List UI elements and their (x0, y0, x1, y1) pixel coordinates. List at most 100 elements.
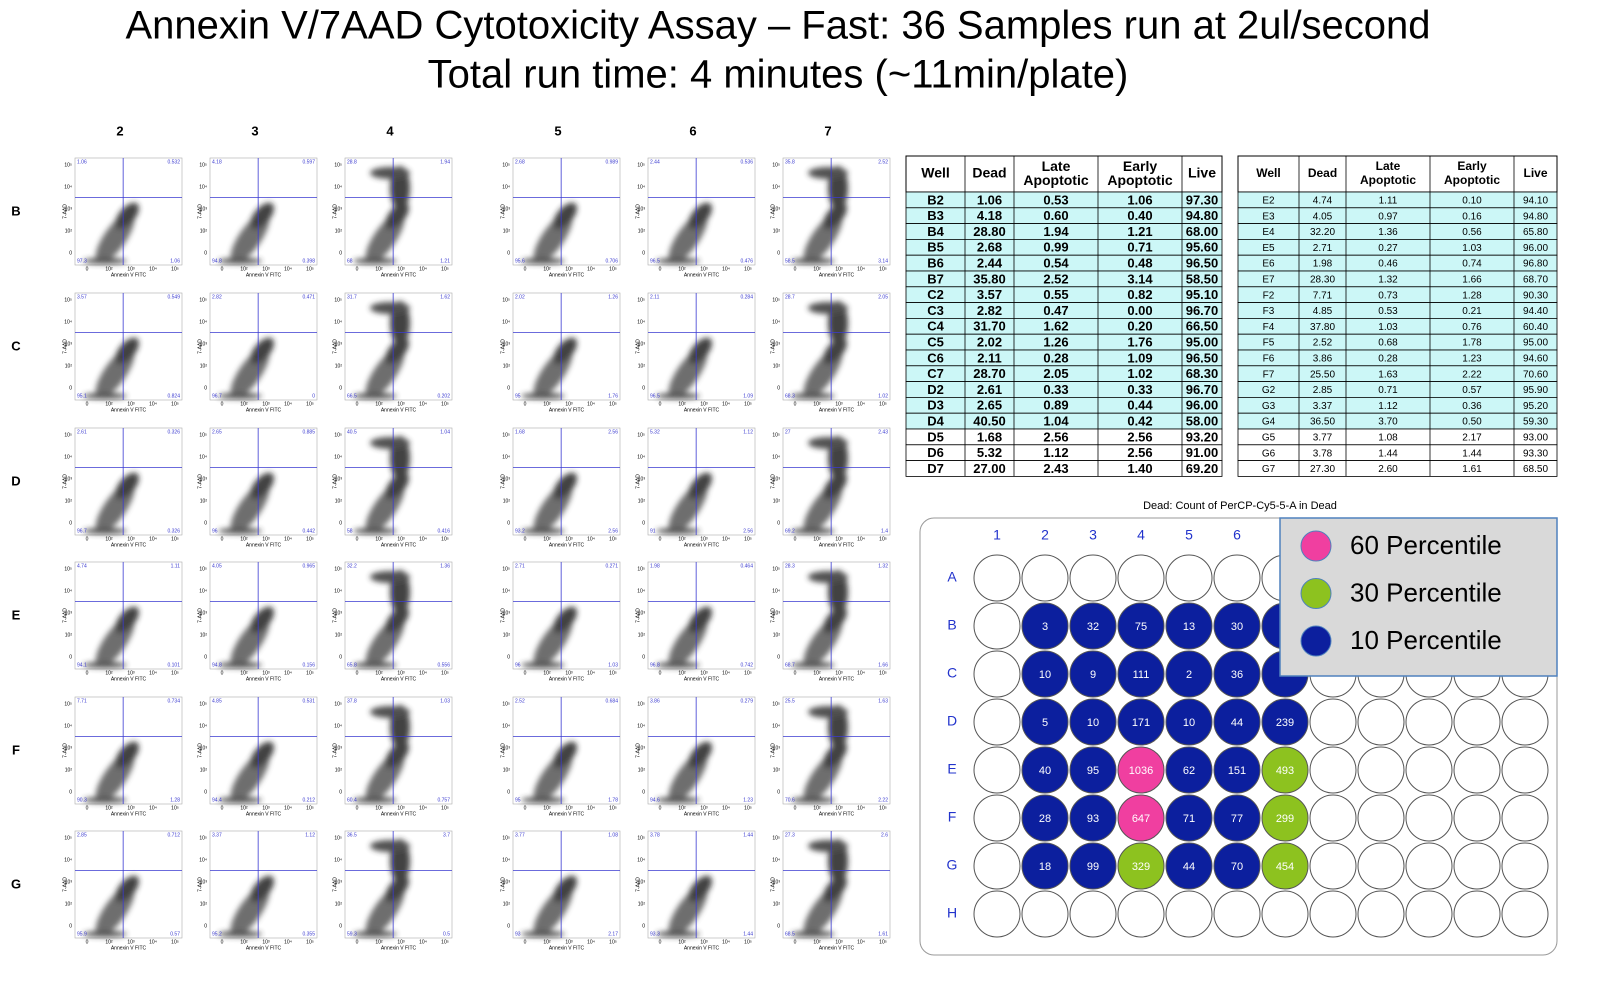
density-blob (791, 797, 835, 803)
quadrant-value: 68.7 (785, 662, 795, 668)
x-tick-label: 10³ (127, 939, 135, 945)
x-tick-label: 0 (356, 939, 359, 945)
x-axis-label: Annexin V FITC (381, 945, 417, 951)
flow-plot: 28.8 1.94 68 1.21 Annexin V FITC 7-AAD 0 0 10² 10… (332, 157, 453, 278)
quadrant-value: 0.57 (170, 931, 180, 937)
table-cell: C2 (927, 287, 944, 302)
y-tick-label: 0 (339, 250, 342, 256)
y-tick-label: 10⁴ (199, 319, 207, 325)
y-tick-label: 10⁵ (334, 432, 342, 438)
flow-plot: 4.05 0.965 94.8 0.156 Annexin V FITC 7-AAD 0 0 1… (197, 561, 318, 682)
density (83, 606, 139, 668)
density (218, 875, 274, 937)
quadrant-value: 0.706 (605, 258, 618, 264)
well-value: 493 (1276, 765, 1294, 777)
x-tick-label: 0 (221, 939, 224, 945)
table-cell: C3 (927, 303, 944, 318)
table-cell: 97.30 (1186, 192, 1219, 207)
flow-plot: 37.8 1.03 60.4 0.757 Annexin V FITC 7-AAD 0 0 10… (332, 696, 453, 817)
density-blob (385, 472, 409, 500)
quadrant-value: 3.86 (650, 698, 660, 704)
table-cell: E2 (1262, 196, 1275, 207)
y-tick-label: 10⁴ (334, 454, 342, 460)
x-tick-label: 10⁴ (722, 536, 730, 542)
density-blob (353, 393, 397, 399)
table-cell: 25.50 (1310, 369, 1335, 380)
quadrant-value: 2.61 (77, 429, 87, 435)
x-axis-label: Annexin V FITC (246, 811, 282, 817)
table-header-cell: Well (1256, 166, 1280, 180)
density (83, 875, 139, 937)
x-tick-label: 0 (794, 401, 797, 407)
density (353, 839, 410, 937)
table-cell: 28.80 (973, 224, 1006, 239)
quadrant-value: 28.8 (347, 159, 357, 165)
y-tick-label: 10³ (638, 745, 646, 751)
y-tick-label: 10⁵ (502, 162, 510, 168)
y-tick-label: 0 (69, 789, 72, 795)
y-axis-label: 7-AAD (770, 204, 776, 219)
quadrant-value: 1.76 (608, 393, 618, 399)
empty-well (1453, 794, 1501, 842)
table-cell: 2.68 (977, 240, 1002, 255)
table-cell: 1.23 (1462, 354, 1482, 365)
table-cell: 58.50 (1186, 271, 1219, 286)
y-tick-label: 10³ (773, 879, 781, 885)
y-tick-label: 10³ (503, 206, 511, 212)
x-tick-label: 10⁴ (587, 266, 595, 272)
well (1117, 650, 1165, 698)
flow-plot: 35.8 2.52 58.5 3.14 Annexin V FITC 7-AAD 0 0 10²… (770, 157, 891, 278)
density (218, 741, 274, 803)
density (791, 166, 848, 264)
table-cell: G7 (1262, 464, 1276, 475)
well (1069, 698, 1117, 746)
y-tick-label: 10² (773, 901, 781, 907)
well-value: 151 (1228, 765, 1246, 777)
x-tick-label: 10² (813, 401, 821, 407)
density-blob (370, 840, 410, 852)
x-tick-label: 10² (240, 939, 248, 945)
y-tick-label: 10⁴ (64, 588, 72, 594)
table-cell: 1.68 (977, 429, 1002, 444)
well-value: 329 (1132, 861, 1150, 873)
table-cell: 1.94 (1043, 224, 1069, 239)
y-axis-label: 7-AAD (332, 339, 338, 354)
table-cell: 40.50 (973, 414, 1006, 429)
x-tick-label: 0 (659, 670, 662, 676)
well (1069, 650, 1117, 698)
table-header-cell: Late Apoptotic (1360, 159, 1416, 187)
plate-column-label: 6 (1233, 527, 1241, 543)
table-cell: 96.00 (1186, 398, 1219, 413)
well (1021, 650, 1069, 698)
well-value: 28 (1039, 813, 1051, 825)
density (521, 472, 577, 534)
header-word: Early (1457, 159, 1487, 173)
y-tick-label: 10² (335, 363, 343, 369)
table-cell: 7.71 (1313, 290, 1333, 301)
y-tick-label: 10⁵ (502, 701, 510, 707)
well (1069, 842, 1117, 890)
well (1021, 746, 1069, 794)
y-axis-label: 7-AAD (500, 204, 506, 219)
y-tick-label: 10⁵ (199, 835, 207, 841)
quadrant-value: 1.4 (881, 528, 888, 534)
density (353, 436, 410, 534)
quadrant-value: 0.442 (302, 528, 315, 534)
table-cell: 96.50 (1186, 350, 1219, 365)
x-tick-label: 10⁴ (149, 536, 157, 542)
y-tick-label: 10² (200, 363, 208, 369)
y-tick-label: 10³ (335, 610, 343, 616)
table-cell: F2 (1263, 290, 1275, 301)
x-axis-label: Annexin V FITC (819, 407, 855, 413)
table-cell: 27.30 (1310, 464, 1335, 475)
quadrant-value: 1.44 (743, 832, 753, 838)
x-axis-label: Annexin V FITC (819, 811, 855, 817)
y-tick-label: 10⁵ (334, 701, 342, 707)
y-tick-label: 10⁵ (199, 297, 207, 303)
empty-well (1309, 890, 1357, 938)
density-blob (553, 202, 577, 230)
x-tick-label: 10³ (397, 266, 405, 272)
flow-plot: 2.02 1.26 95 1.76 Annexin V FITC 7-AAD 0 0 10² 10… (500, 292, 621, 413)
y-tick-label: 10⁴ (64, 857, 72, 863)
y-tick-label: 10⁴ (334, 588, 342, 594)
